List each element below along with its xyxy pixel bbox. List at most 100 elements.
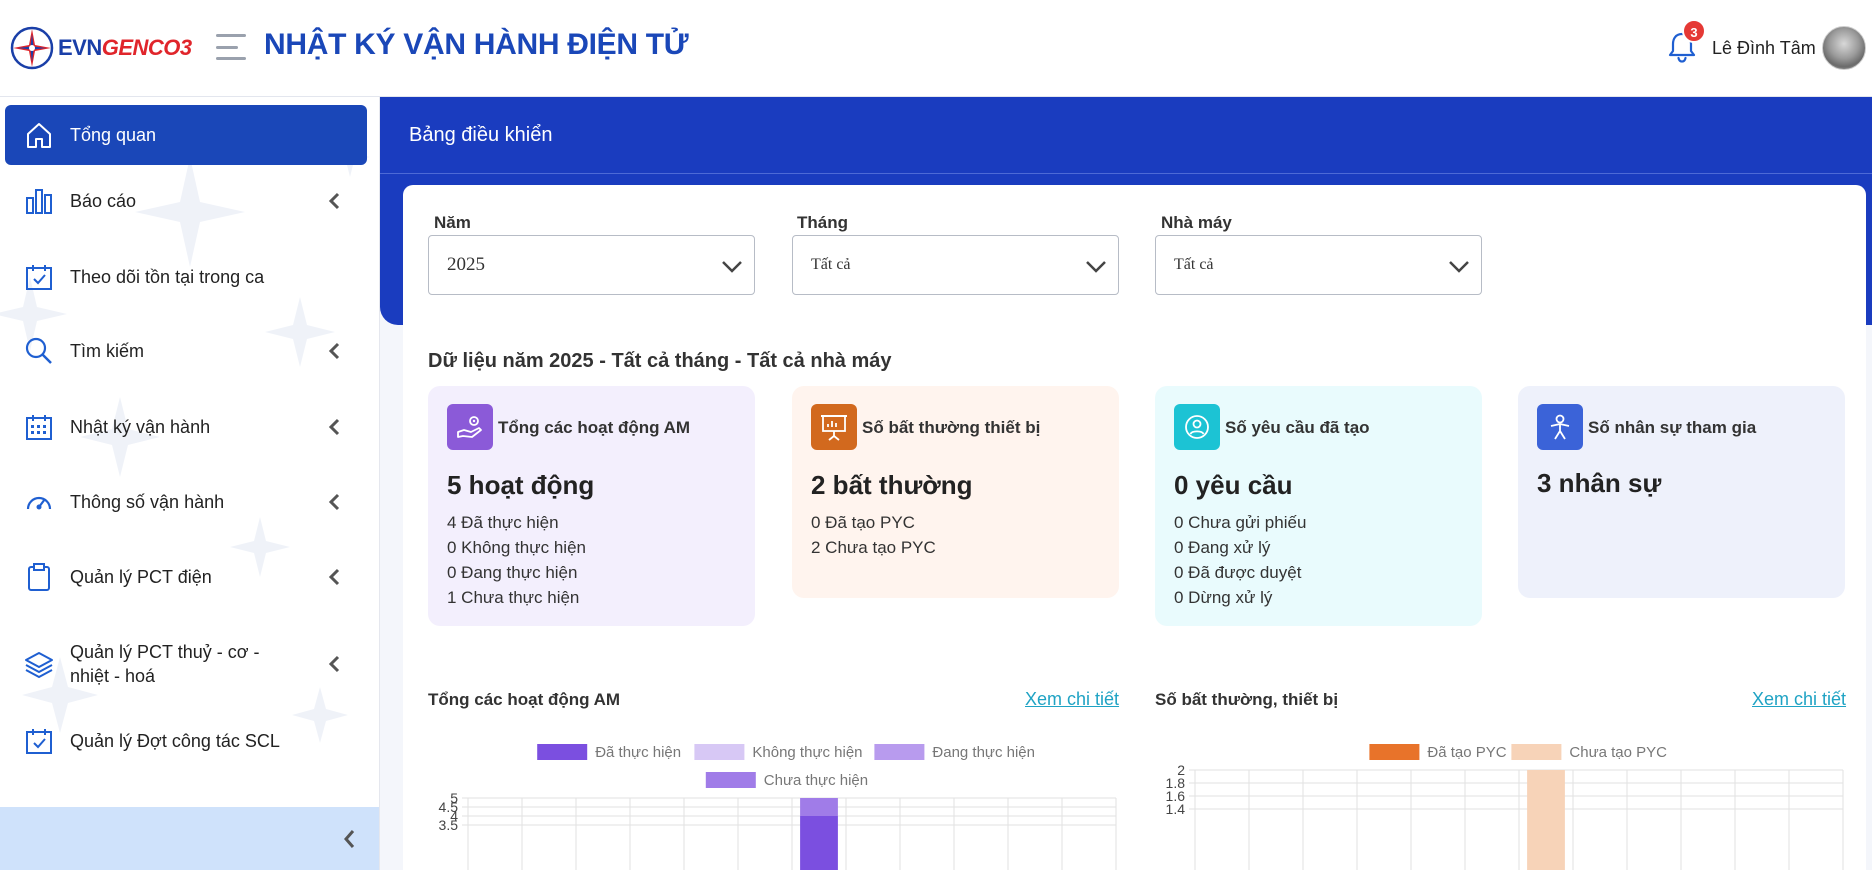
stat-card-bat-thuong: Số bất thường thiết bị 2 bất thường 0 Đã… <box>792 386 1119 598</box>
stat-line: 4 Đã thực hiện <box>447 513 559 532</box>
plant-label: Nhà máy <box>1161 213 1232 232</box>
stat-line: 0 Đang xử lý <box>1174 538 1271 557</box>
plant-select[interactable]: Tất cả <box>1155 235 1482 295</box>
legend-label: Đã thực hiện <box>595 744 681 761</box>
stat-line: 0 Chưa gửi phiếu <box>1174 513 1307 532</box>
chevron-down-icon <box>1086 261 1106 273</box>
sidebar-item-label: Theo dõi tồn tại trong ca <box>70 267 265 287</box>
year-select[interactable]: 2025 <box>428 235 755 295</box>
sidebar-item-pct-dien[interactable]: Quản lý PCT điện <box>5 537 367 617</box>
search-icon <box>23 335 55 367</box>
calendar-check-icon <box>23 725 55 757</box>
chevron-down-icon <box>1449 261 1469 273</box>
chart-am: Đã thực hiện Không thực hiện Đang thực hiệ… <box>439 744 1117 870</box>
hand-gear-icon <box>447 404 493 450</box>
stat-card-yeu-cau: Số yêu cầu đã tạo 0 yêu cầu 0 Chưa gửi p… <box>1155 386 1482 626</box>
data-heading: Dữ liệu năm 2025 - Tất cả tháng - Tất cả… <box>428 350 892 372</box>
logo-text: EVNGENCO3 <box>58 35 192 61</box>
stat-card-details: 0 Đã tạo PYC 2 Chưa tạo PYC <box>811 510 936 560</box>
chevron-left-icon <box>319 192 349 210</box>
user-name[interactable]: Lê Đình Tâm <box>1712 38 1816 58</box>
sidebar-item-label: Tìm kiếm <box>70 341 144 361</box>
year-select-value: 2025 <box>447 254 485 275</box>
sidebar-item-label: Nhật ký vận hành <box>70 417 211 437</box>
sidebar: Tổng quan Báo cáo Theo dõi tồn tại trong… <box>0 97 380 870</box>
y-tick-label: 5 <box>450 790 458 806</box>
chevron-left-icon <box>319 342 349 360</box>
stat-line: 0 Đã tạo PYC <box>811 513 915 532</box>
chart-title-am: Tổng các hoạt động AM <box>428 690 621 709</box>
y-tick-label: 1.4 <box>1166 801 1186 817</box>
legend-swatch <box>1511 744 1562 760</box>
stat-line: 0 Đang thực hiện <box>447 563 578 582</box>
sidebar-item-label: Thông số vận hành <box>70 492 225 512</box>
chevron-left-icon <box>319 493 349 511</box>
stat-line: 2 Chưa tạo PYC <box>811 538 936 557</box>
gauge-icon <box>23 486 55 518</box>
chevron-left-icon <box>344 829 355 848</box>
bar-chart-icon <box>23 185 55 217</box>
sidebar-item-pct-thuy[interactable]: Quản lý PCT thuỷ - cơ - nhiệt - hoá <box>5 624 367 704</box>
app-title: NHẬT KÝ VẬN HÀNH ĐIỆN TỬ <box>264 28 689 61</box>
menu-toggle-icon[interactable] <box>216 34 246 60</box>
sidebar-item-tim-kiem[interactable]: Tìm kiếm <box>5 311 367 391</box>
sidebar-item-label: Tổng quan <box>70 125 157 145</box>
legend-swatch <box>705 772 756 788</box>
presentation-icon <box>811 404 857 450</box>
year-label: Năm <box>434 213 471 232</box>
stat-card-details: 0 Chưa gửi phiếu 0 Đang xử lý 0 Đã được … <box>1174 510 1306 610</box>
month-select[interactable]: Tất cả <box>792 235 1119 295</box>
sidebar-item-thong-so[interactable]: Thông số vận hành <box>5 462 367 542</box>
stat-line: 0 Đã được duyệt <box>1174 563 1302 582</box>
stat-line: 0 Dừng xử lý <box>1174 588 1273 607</box>
chevron-left-icon <box>319 568 349 586</box>
plant-select-value: Tất cả <box>1174 256 1214 273</box>
stat-card-value: 5 hoạt động <box>447 470 595 500</box>
y-tick-label: 4 <box>450 808 458 824</box>
stat-card-am: Tổng các hoạt động AM 5 hoạt động 4 Đã t… <box>428 386 755 626</box>
page-title: Bảng điều khiển <box>409 124 553 146</box>
top-header: EVNGENCO3 NHẬT KÝ VẬN HÀNH ĐIỆN TỬ 3 Lê … <box>0 0 1872 97</box>
y-tick-label: 2 <box>1177 762 1185 778</box>
sidebar-item-nhat-ky[interactable]: Nhật ký vận hành <box>5 387 367 467</box>
y-tick-label: 1.6 <box>1166 788 1186 804</box>
stat-card-value: 0 yêu cầu <box>1174 470 1293 500</box>
legend-label: Chưa tạo PYC <box>1569 744 1667 761</box>
sidebar-item-bao-cao[interactable]: Báo cáo <box>5 161 367 241</box>
view-details-link-bat-thuong[interactable]: Xem chi tiết <box>1752 689 1847 709</box>
stat-card-value: 2 bất thường <box>811 470 973 500</box>
sidebar-item-tong-quan[interactable]: Tổng quan <box>5 105 367 165</box>
bar <box>1527 770 1565 870</box>
legend-label: Không thực hiện <box>752 744 862 761</box>
banner-divider <box>380 173 1872 174</box>
sidebar-item-theo-doi[interactable]: Theo dõi tồn tại trong ca <box>5 237 367 317</box>
legend-swatch <box>1369 744 1420 760</box>
y-tick-label: 4.5 <box>439 799 459 815</box>
bar <box>800 816 838 870</box>
home-icon <box>23 119 55 151</box>
bar <box>800 798 838 816</box>
sidebar-item-scl[interactable]: Quản lý Đợt công tác SCL <box>5 706 367 776</box>
avatar[interactable] <box>1822 26 1866 70</box>
sidebar-item-label: Quản lý PCT thuỷ - cơ - nhiệt - hoá <box>70 642 260 686</box>
month-label: Tháng <box>797 213 848 232</box>
evngenco3-logo[interactable]: EVNGENCO3 <box>10 26 192 70</box>
y-tick-label: 3.5 <box>439 817 459 833</box>
clipboard-icon <box>23 561 55 593</box>
logo-genco-text: GENCO3 <box>101 35 192 60</box>
logo-evn-text: EVN <box>58 35 102 60</box>
stat-card-title: Số bất thường thiết bị <box>862 418 1041 437</box>
notification-badge[interactable]: 3 <box>1682 19 1706 43</box>
legend-label: Chưa thực hiện <box>764 772 868 789</box>
sidebar-item-label: Quản lý Đợt công tác SCL <box>70 731 280 751</box>
sidebar-item-label: Quản lý PCT điện <box>70 567 212 587</box>
calendar-grid-icon <box>23 411 55 443</box>
sidebar-item-label: Báo cáo <box>70 191 137 211</box>
sidebar-collapse-button[interactable] <box>0 807 379 870</box>
stat-card-title: Tổng các hoạt động AM <box>498 418 691 437</box>
view-details-link-am[interactable]: Xem chi tiết <box>1025 689 1120 709</box>
user-circle-icon <box>1174 404 1220 450</box>
legend-label: Đã tạo PYC <box>1427 744 1506 761</box>
chart-bat-thuong: Đã tạo PYC Chưa tạo PYC 21.81.61.4 <box>1166 744 1844 870</box>
stat-card-details: 4 Đã thực hiện 0 Không thực hiện 0 Đang … <box>447 510 586 610</box>
